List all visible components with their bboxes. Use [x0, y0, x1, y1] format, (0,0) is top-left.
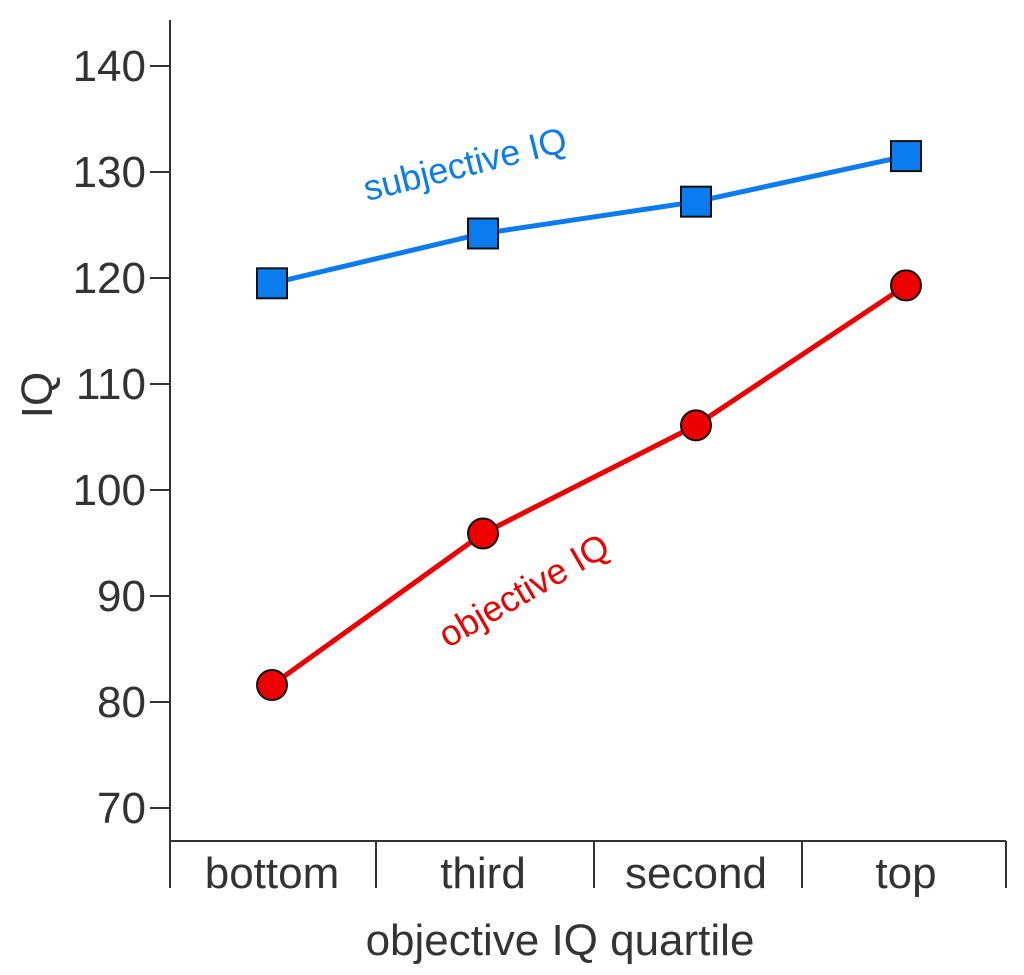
data-point-circle: [467, 517, 499, 550]
data-point-square: [256, 267, 288, 300]
data-point-circle: [890, 269, 922, 302]
x-axis-title: objective IQ quartile: [366, 916, 755, 965]
data-point-circle: [256, 669, 288, 702]
series-layer: subjective IQ objective IQ: [256, 119, 922, 702]
y-tick-label: 70: [97, 784, 146, 833]
x-category-label: bottom: [205, 849, 340, 898]
series-label: objective IQ: [431, 525, 616, 656]
series-label: subjective IQ: [359, 119, 571, 209]
series-line-subjective: [271, 153, 907, 286]
y-axis-title: IQ: [13, 372, 62, 418]
x-category-label: top: [875, 849, 936, 898]
data-point-square: [890, 140, 922, 173]
series-line-objective: [270, 283, 908, 688]
x-category-label: second: [625, 849, 767, 898]
y-tick-label: 100: [73, 466, 146, 515]
data-point-circle: [680, 409, 712, 442]
y-tick-label: 90: [97, 572, 146, 621]
y-tick-label: 130: [73, 148, 146, 197]
data-point-square: [680, 185, 712, 218]
data-point-square: [467, 217, 499, 250]
y-tick-label: 80: [97, 678, 146, 727]
y-tick-label: 140: [73, 42, 146, 91]
y-tick-label: 120: [73, 254, 146, 303]
x-category-label: third: [440, 849, 526, 898]
axes: 70 80 90 100 110 120 130 140 bottom third second to…: [73, 20, 1007, 898]
y-tick-label: 110: [76, 360, 146, 409]
